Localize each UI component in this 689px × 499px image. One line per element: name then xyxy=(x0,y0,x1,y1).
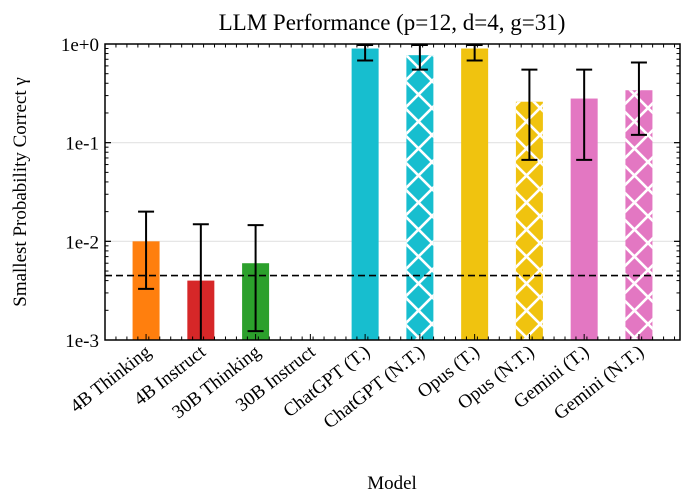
bar-hatch xyxy=(406,55,434,340)
y-tick-label: 1e-1 xyxy=(65,134,99,155)
y-axis-label: Smallest Probability Correct γ xyxy=(10,77,31,307)
y-tick-label: 1e-2 xyxy=(65,232,99,253)
chart-title: LLM Performance (p=12, d=4, g=31) xyxy=(219,10,566,35)
bar xyxy=(461,48,489,340)
x-axis-label: Model xyxy=(367,473,417,494)
plot-frame xyxy=(104,43,681,341)
y-tick-label: 1e+0 xyxy=(61,35,99,56)
bar xyxy=(351,48,379,340)
y-tick-label: 1e-3 xyxy=(65,331,99,352)
